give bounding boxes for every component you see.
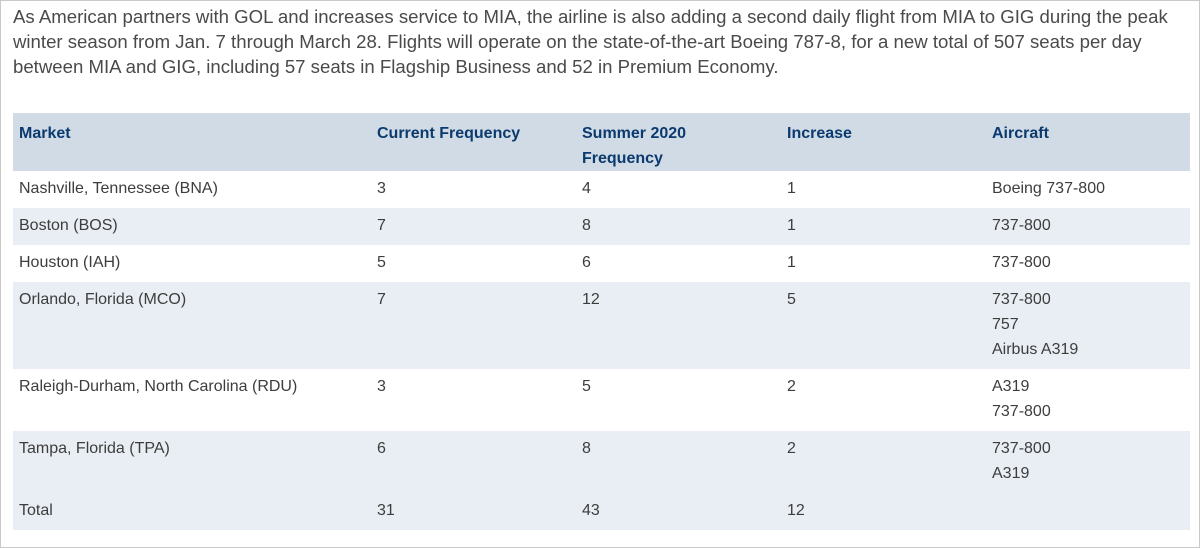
aircraft-type: 737-800 [992,254,1051,271]
table-row: Tampa, Florida (TPA) 6 8 2 737-800 A319 [13,431,1190,493]
intro-paragraph: As American partners with GOL and increa… [13,6,1168,77]
header-summer-line1: Summer 2020 [582,125,687,142]
table-row: Boston (BOS) 7 8 1 737-800 [13,208,1190,245]
header-increase: Increase [781,113,986,171]
aircraft-type: Boeing 737-800 [992,180,1105,197]
cell-increase: 1 [781,245,986,282]
cell-market: Tampa, Florida (TPA) [13,431,371,493]
aircraft-type: A319 [992,465,1030,482]
table-row: Raleigh-Durham, North Carolina (RDU) 3 5… [13,369,1190,431]
aircraft-type: 737-800 [992,440,1051,457]
cell-total-label: Total [13,493,371,530]
cell-current: 7 [371,282,576,369]
cell-aircraft: 737-800 [986,245,1190,282]
markets-table: Market Current Frequency Summer 2020 Fre… [13,113,1190,530]
header-summer-frequency: Summer 2020 Frequency [576,113,781,171]
cell-aircraft: Boeing 737-800 [986,171,1190,208]
cell-aircraft: 737-800 757 Airbus A319 [986,282,1190,369]
cell-increase: 2 [781,431,986,493]
cell-market: Nashville, Tennessee (BNA) [13,171,371,208]
cell-summer: 5 [576,369,781,431]
cell-increase: 2 [781,369,986,431]
table-row: Orlando, Florida (MCO) 7 12 5 737-800 75… [13,282,1190,369]
cell-aircraft: 737-800 A319 [986,431,1190,493]
header-summer-line2: Frequency [582,150,663,167]
header-aircraft: Aircraft [986,113,1190,171]
cell-current: 3 [371,369,576,431]
cell-total-increase: 12 [781,493,986,530]
cell-summer: 8 [576,208,781,245]
table-header-row: Market Current Frequency Summer 2020 Fre… [13,113,1190,171]
cell-summer: 6 [576,245,781,282]
cell-aircraft: 737-800 [986,208,1190,245]
aircraft-type: 757 [992,316,1019,333]
cell-total-summer: 43 [576,493,781,530]
aircraft-type: A319 [992,378,1030,395]
cell-summer: 12 [576,282,781,369]
cell-summer: 4 [576,171,781,208]
cell-market: Houston (IAH) [13,245,371,282]
cell-increase: 1 [781,208,986,245]
cell-current: 3 [371,171,576,208]
cell-market: Raleigh-Durham, North Carolina (RDU) [13,369,371,431]
cell-aircraft: A319 737-800 [986,369,1190,431]
aircraft-type: Airbus A319 [992,341,1079,358]
cell-total-current: 31 [371,493,576,530]
cell-increase: 5 [781,282,986,369]
table-row: Houston (IAH) 5 6 1 737-800 [13,245,1190,282]
aircraft-type: 737-800 [992,291,1051,308]
cell-summer: 8 [576,431,781,493]
cell-total-aircraft [986,493,1190,530]
header-current-frequency: Current Frequency [371,113,576,171]
aircraft-type: 737-800 [992,217,1051,234]
cell-market: Orlando, Florida (MCO) [13,282,371,369]
cell-market: Boston (BOS) [13,208,371,245]
cell-current: 6 [371,431,576,493]
aircraft-type: 737-800 [992,403,1051,420]
cell-current: 5 [371,245,576,282]
header-market: Market [13,113,371,171]
table-total-row: Total 31 43 12 [13,493,1190,530]
table-row: Nashville, Tennessee (BNA) 3 4 1 Boeing … [13,171,1190,208]
cell-increase: 1 [781,171,986,208]
cell-current: 7 [371,208,576,245]
